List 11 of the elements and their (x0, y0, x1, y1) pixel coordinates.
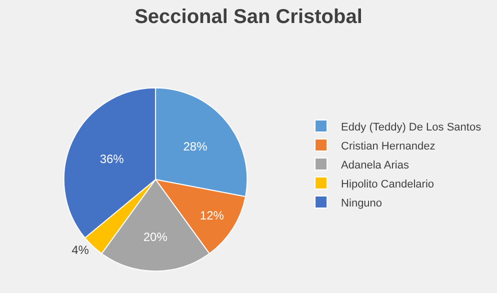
data-label: 20% (143, 230, 168, 244)
data-label: 4% (72, 242, 90, 257)
legend-label: Hipolito Candelario (341, 178, 434, 190)
data-label: 36% (100, 152, 124, 166)
chart-title: Seccional San Cristobal (134, 6, 362, 28)
legend-label: Adanela Arias (341, 159, 410, 172)
data-label: 28% (183, 139, 208, 154)
legend-label: Eddy (Teddy) De Los Santos (341, 121, 482, 134)
legend-label: Ninguno (341, 197, 382, 210)
legend-label: Cristian Hernandez (341, 140, 436, 152)
data-label: 12% (200, 208, 224, 222)
